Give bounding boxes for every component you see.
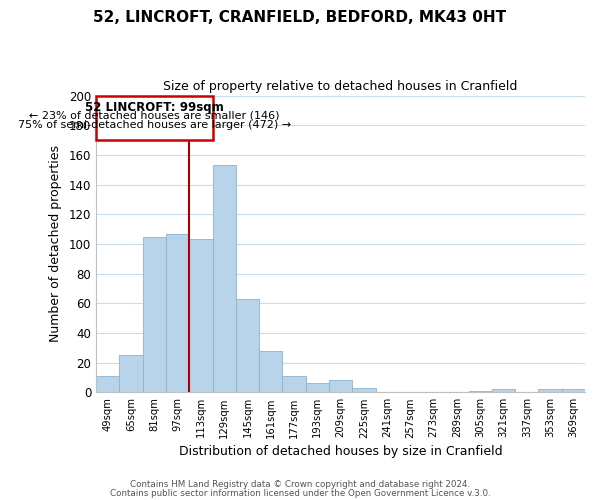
Y-axis label: Number of detached properties: Number of detached properties [49,146,62,342]
Bar [259,351,283,393]
Bar [190,240,212,392]
Text: 52 LINCROFT: 99sqm: 52 LINCROFT: 99sqm [85,102,224,114]
Bar [143,236,166,392]
Bar [283,376,305,392]
Bar [562,390,585,392]
X-axis label: Distribution of detached houses by size in Cranfield: Distribution of detached houses by size … [179,444,502,458]
Title: Size of property relative to detached houses in Cranfield: Size of property relative to detached ho… [163,80,518,93]
Bar [538,390,562,392]
Bar [96,376,119,392]
Bar [305,384,329,392]
Bar [352,388,376,392]
Text: 75% of semi-detached houses are larger (472) →: 75% of semi-detached houses are larger (… [18,120,291,130]
Bar [329,380,352,392]
Bar [166,234,190,392]
Text: 52, LINCROFT, CRANFIELD, BEDFORD, MK43 0HT: 52, LINCROFT, CRANFIELD, BEDFORD, MK43 0… [94,10,506,25]
Text: Contains public sector information licensed under the Open Government Licence v.: Contains public sector information licen… [110,489,490,498]
Bar [119,355,143,393]
Bar [236,299,259,392]
Bar [212,166,236,392]
Bar [469,391,492,392]
Bar [492,390,515,392]
Text: Contains HM Land Registry data © Crown copyright and database right 2024.: Contains HM Land Registry data © Crown c… [130,480,470,489]
FancyBboxPatch shape [96,96,212,140]
Text: ← 23% of detached houses are smaller (146): ← 23% of detached houses are smaller (14… [29,110,280,120]
